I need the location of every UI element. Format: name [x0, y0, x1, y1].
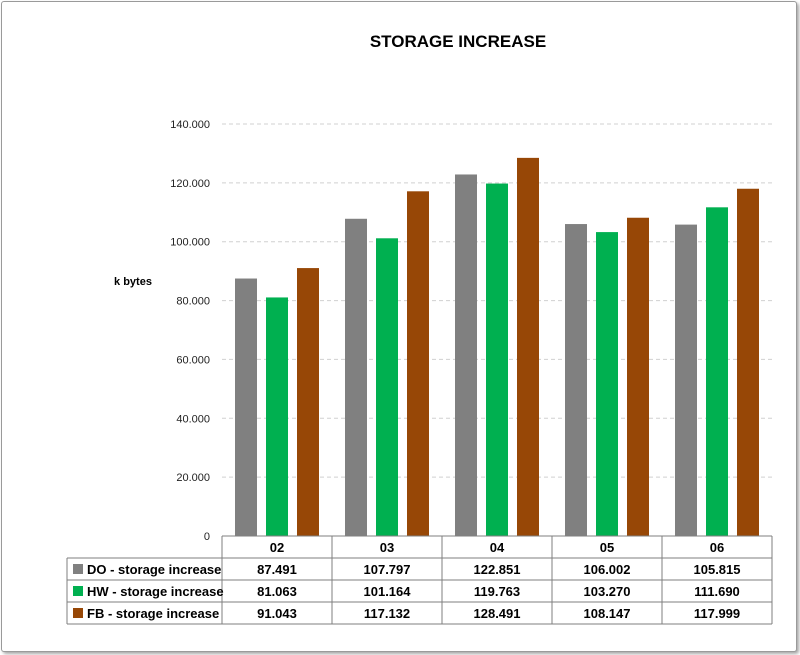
- y-axis-label: k bytes: [114, 276, 152, 288]
- bar-hw: [266, 297, 288, 536]
- bar-hw: [706, 207, 728, 536]
- data-label: 111.690: [694, 584, 740, 599]
- data-label: 101.164: [364, 584, 412, 599]
- x-tick-label: 05: [600, 540, 614, 555]
- x-tick-label: 03: [380, 540, 394, 555]
- data-label: 103.270: [584, 584, 631, 599]
- data-label: 119.763: [474, 584, 520, 599]
- legend-label: HW - storage increase: [87, 584, 224, 599]
- data-label: 117.132: [364, 606, 410, 621]
- legend-label: FB - storage increase: [87, 606, 219, 621]
- data-label: 117.999: [694, 606, 740, 621]
- x-tick-label: 04: [490, 540, 505, 555]
- bar-fb: [517, 157, 539, 537]
- chart-title: STORAGE INCREASE: [370, 32, 546, 51]
- bar-hw: [486, 183, 508, 536]
- y-tick-label: 0: [204, 531, 210, 543]
- data-label: 81.063: [257, 584, 297, 599]
- bar-fb: [737, 188, 759, 537]
- bar-do: [675, 224, 697, 537]
- legend-key: [73, 608, 83, 618]
- bar-do: [455, 174, 477, 537]
- y-tick-label: 40.000: [176, 413, 210, 425]
- y-tick-label: 20.000: [176, 472, 210, 484]
- data-label: 91.043: [257, 606, 297, 621]
- data-label: 87.491: [257, 562, 297, 577]
- legend-key: [73, 586, 83, 596]
- y-tick-label: 100.000: [170, 237, 210, 249]
- bar-fb: [407, 191, 429, 537]
- bar-do: [345, 218, 367, 536]
- y-tick-label: 120.000: [170, 178, 210, 190]
- data-label: 106.002: [584, 562, 631, 577]
- bar-fb: [627, 217, 649, 536]
- x-tick-label: 02: [270, 540, 284, 555]
- legend-label: DO - storage increase: [87, 562, 221, 577]
- data-label: 107.797: [364, 562, 411, 577]
- bar-do: [235, 278, 257, 536]
- y-tick-label: 140.000: [170, 119, 210, 131]
- bar-hw: [376, 238, 398, 536]
- x-tick-label: 06: [710, 540, 724, 555]
- data-label: 108.147: [584, 606, 631, 621]
- bar-fb: [297, 268, 319, 536]
- data-label: 105.815: [694, 562, 741, 577]
- bar-do: [565, 224, 587, 536]
- bar-hw: [596, 232, 618, 537]
- y-tick-label: 80.000: [176, 296, 210, 308]
- data-label: 122.851: [474, 562, 521, 577]
- legend-key: [73, 564, 83, 574]
- data-label: 128.491: [474, 606, 521, 621]
- y-tick-label: 60.000: [176, 354, 210, 366]
